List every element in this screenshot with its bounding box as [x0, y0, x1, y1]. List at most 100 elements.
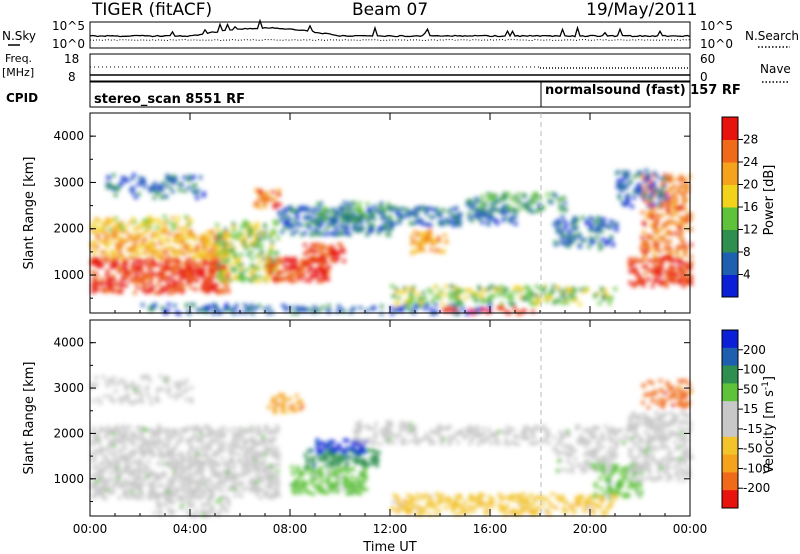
- velocity-cell: [401, 436, 405, 440]
- power-cell: [649, 197, 653, 201]
- power-cell: [431, 311, 435, 316]
- velocity-cell: [232, 461, 236, 465]
- velocity-cell: [514, 499, 519, 503]
- velocity-cell: [361, 444, 365, 449]
- power-cell: [128, 221, 133, 225]
- power-cell: [485, 310, 490, 314]
- power-cell: [289, 209, 293, 213]
- velocity-cell: [90, 382, 94, 386]
- velocity-cell: [120, 400, 124, 404]
- velocity-cell: [217, 483, 221, 487]
- velocity-cell: [225, 473, 229, 477]
- power-cell: [471, 310, 475, 314]
- velocity-cell: [156, 437, 161, 442]
- velocity-cell: [158, 507, 162, 512]
- power-cell: [120, 230, 124, 234]
- power-cell: [364, 309, 369, 313]
- power-cell: [573, 235, 578, 239]
- power-cell: [149, 277, 154, 281]
- velocity-cell: [361, 449, 365, 454]
- velocity-cell: [232, 439, 237, 443]
- velocity-cell: [625, 435, 630, 440]
- velocity-cell: [170, 465, 174, 470]
- velocity-cell: [123, 380, 127, 385]
- power-cell: [167, 267, 172, 271]
- power-cell: [205, 242, 209, 246]
- velocity-cell: [133, 450, 138, 455]
- power-cell: [107, 283, 112, 287]
- velocity-cell: [581, 436, 585, 440]
- power-cell: [653, 218, 658, 222]
- power-cell: [376, 231, 381, 235]
- power-cell: [148, 247, 152, 251]
- velocity-cell: [565, 429, 569, 433]
- power-cell: [448, 308, 453, 313]
- power-cell: [527, 206, 532, 211]
- power-cell: [132, 173, 136, 177]
- velocity-cell: [194, 447, 198, 451]
- velocity-cell: [255, 492, 259, 496]
- power-cell: [666, 208, 671, 213]
- power-cell: [432, 207, 436, 212]
- power-cell: [100, 264, 104, 268]
- velocity-cell: [130, 401, 134, 406]
- power-cell: [266, 274, 271, 278]
- velocity-cell: [316, 448, 320, 453]
- velocity-cell: [120, 435, 125, 440]
- velocity-cell: [343, 451, 347, 455]
- power-cell: [421, 233, 425, 237]
- velocity-cell: [181, 465, 185, 469]
- power-cell: [283, 208, 287, 212]
- power-cell: [103, 224, 107, 229]
- velocity-cell: [226, 500, 231, 504]
- velocity-cell: [97, 477, 101, 482]
- velocity-cell: [618, 428, 622, 432]
- power-cell: [194, 262, 198, 267]
- power-cell: [230, 247, 235, 252]
- power-cell: [201, 233, 205, 238]
- power-data: [90, 168, 694, 316]
- velocity-cell: [191, 480, 196, 484]
- power-cell: [688, 217, 693, 221]
- power-cell: [507, 205, 511, 209]
- power-cell: [303, 208, 307, 212]
- velocity-cell: [133, 448, 137, 453]
- power-cell: [633, 257, 638, 261]
- velocity-cell: [124, 387, 128, 391]
- power-cell: [656, 205, 660, 210]
- power-cell: [105, 233, 109, 238]
- power-cell: [90, 224, 94, 229]
- velocity-cell: [133, 400, 138, 404]
- power-cell: [596, 226, 600, 230]
- power-cell: [105, 217, 110, 221]
- power-cell: [435, 207, 439, 211]
- velocity-cell: [305, 467, 310, 472]
- power-cell: [632, 174, 637, 179]
- power-cell: [274, 264, 278, 268]
- power-cell: [442, 208, 446, 213]
- power-cell: [456, 288, 461, 293]
- power-cell: [689, 275, 694, 280]
- velocity-cell: [166, 377, 171, 381]
- power-cell: [257, 188, 261, 193]
- power-cell: [135, 272, 140, 277]
- velocity-cell: [190, 436, 195, 440]
- velocity-cell: [257, 427, 261, 431]
- velocity-cell: [534, 424, 538, 429]
- velocity-cell: [165, 483, 169, 488]
- velocity-cell: [456, 431, 460, 435]
- power-cell: [323, 267, 328, 272]
- power-cell: [149, 286, 154, 291]
- velocity-cell: [561, 433, 566, 437]
- power-cell: [143, 224, 147, 229]
- velocity-cell: [530, 432, 534, 436]
- power-cell: [276, 236, 280, 240]
- power-cell: [145, 272, 150, 276]
- velocity-cell: [315, 438, 320, 442]
- velocity-cell: [342, 467, 347, 471]
- power-cell: [168, 232, 172, 236]
- power-cell: [352, 306, 356, 310]
- velocity-cell: [101, 488, 106, 492]
- power-cell: [672, 203, 677, 208]
